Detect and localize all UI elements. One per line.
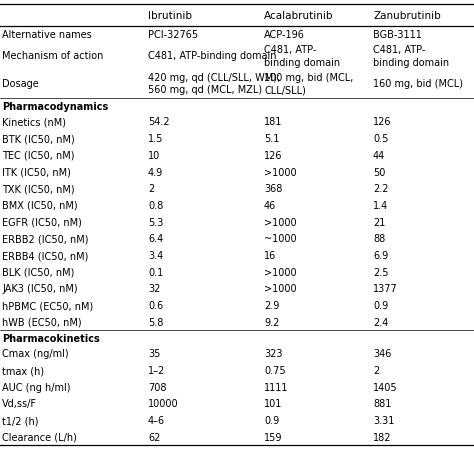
Text: Zanubrutinib: Zanubrutinib: [373, 11, 441, 21]
Text: 5.3: 5.3: [148, 217, 163, 227]
Text: 368: 368: [264, 184, 283, 194]
Text: 100 mg, bid (MCL,
CLL/SLL): 100 mg, bid (MCL, CLL/SLL): [264, 73, 354, 95]
Text: >1000: >1000: [264, 284, 297, 294]
Text: 0.5: 0.5: [373, 134, 388, 144]
Text: ERBB4 (IC50, nM): ERBB4 (IC50, nM): [2, 251, 89, 260]
Text: 88: 88: [373, 234, 385, 244]
Text: 346: 346: [373, 348, 392, 358]
Text: 4.9: 4.9: [148, 167, 163, 177]
Text: 9.2: 9.2: [264, 317, 279, 327]
Text: ACP-196: ACP-196: [264, 30, 305, 40]
Text: 2.2: 2.2: [373, 184, 389, 194]
Text: Acalabrutinib: Acalabrutinib: [264, 11, 334, 21]
Text: 10000: 10000: [148, 398, 179, 409]
Text: 6.4: 6.4: [148, 234, 163, 244]
Text: 101: 101: [264, 398, 283, 409]
Text: 0.6: 0.6: [148, 301, 163, 310]
Text: hPBMC (EC50, nM): hPBMC (EC50, nM): [2, 301, 94, 310]
Text: 54.2: 54.2: [148, 117, 170, 127]
Text: t1/2 (h): t1/2 (h): [2, 415, 39, 425]
Text: hWB (EC50, nM): hWB (EC50, nM): [2, 317, 82, 327]
Text: 1.4: 1.4: [373, 201, 388, 211]
Text: tmax (h): tmax (h): [2, 365, 45, 375]
Text: Pharmacokinetics: Pharmacokinetics: [2, 333, 100, 343]
Text: 1.5: 1.5: [148, 134, 163, 144]
Text: >1000: >1000: [264, 167, 297, 177]
Text: 1–2: 1–2: [148, 365, 165, 375]
Text: AUC (ng h/ml): AUC (ng h/ml): [2, 382, 71, 392]
Text: 0.1: 0.1: [148, 267, 163, 277]
Text: C481, ATP-binding domain: C481, ATP-binding domain: [148, 51, 276, 61]
Text: 2: 2: [373, 365, 379, 375]
Text: TEC (IC50, nM): TEC (IC50, nM): [2, 151, 75, 161]
Text: 4–6: 4–6: [148, 415, 165, 425]
Text: 21: 21: [373, 217, 385, 227]
Text: Kinetics (nM): Kinetics (nM): [2, 117, 66, 127]
Text: 2.4: 2.4: [373, 317, 388, 327]
Text: 16: 16: [264, 251, 276, 260]
Text: 0.9: 0.9: [264, 415, 279, 425]
Text: 126: 126: [264, 151, 283, 161]
Text: 1405: 1405: [373, 382, 398, 392]
Text: 3.4: 3.4: [148, 251, 163, 260]
Text: 420 mg, qd (CLL/SLL, WM);
560 mg, qd (MCL, MZL): 420 mg, qd (CLL/SLL, WM); 560 mg, qd (MC…: [148, 73, 280, 95]
Text: ~1000: ~1000: [264, 234, 297, 244]
Text: Alternative names: Alternative names: [2, 30, 92, 40]
Text: BTK (IC50, nM): BTK (IC50, nM): [2, 134, 75, 144]
Text: 5.8: 5.8: [148, 317, 163, 327]
Text: 5.1: 5.1: [264, 134, 279, 144]
Text: 181: 181: [264, 117, 283, 127]
Text: 2.9: 2.9: [264, 301, 279, 310]
Text: BGB-3111: BGB-3111: [373, 30, 422, 40]
Text: ITK (IC50, nM): ITK (IC50, nM): [2, 167, 71, 177]
Text: PCI-32765: PCI-32765: [148, 30, 198, 40]
Text: >1000: >1000: [264, 267, 297, 277]
Text: C481, ATP-
binding domain: C481, ATP- binding domain: [373, 45, 449, 67]
Text: Dosage: Dosage: [2, 79, 39, 89]
Text: EGFR (IC50, nM): EGFR (IC50, nM): [2, 217, 82, 227]
Text: 10: 10: [148, 151, 160, 161]
Text: 159: 159: [264, 432, 283, 442]
Text: ERBB2 (IC50, nM): ERBB2 (IC50, nM): [2, 234, 89, 244]
Text: Pharmacodynamics: Pharmacodynamics: [2, 101, 109, 112]
Text: BMX (IC50, nM): BMX (IC50, nM): [2, 201, 78, 211]
Text: 35: 35: [148, 348, 160, 358]
Text: >1000: >1000: [264, 217, 297, 227]
Text: Ibrutinib: Ibrutinib: [148, 11, 192, 21]
Text: Vd,ss/F: Vd,ss/F: [2, 398, 37, 409]
Text: 0.9: 0.9: [373, 301, 388, 310]
Text: 6.9: 6.9: [373, 251, 388, 260]
Text: BLK (IC50, nM): BLK (IC50, nM): [2, 267, 75, 277]
Text: Mechanism of action: Mechanism of action: [2, 51, 104, 61]
Text: 44: 44: [373, 151, 385, 161]
Text: 32: 32: [148, 284, 160, 294]
Text: 708: 708: [148, 382, 166, 392]
Text: 2: 2: [148, 184, 154, 194]
Text: 160 mg, bid (MCL): 160 mg, bid (MCL): [373, 79, 463, 89]
Text: 2.5: 2.5: [373, 267, 389, 277]
Text: TXK (IC50, nM): TXK (IC50, nM): [2, 184, 75, 194]
Text: 323: 323: [264, 348, 283, 358]
Text: 46: 46: [264, 201, 276, 211]
Text: 881: 881: [373, 398, 392, 409]
Text: 0.8: 0.8: [148, 201, 163, 211]
Text: Clearance (L/h): Clearance (L/h): [2, 432, 77, 442]
Text: 182: 182: [373, 432, 392, 442]
Text: JAK3 (IC50, nM): JAK3 (IC50, nM): [2, 284, 78, 294]
Text: C481, ATP-
binding domain: C481, ATP- binding domain: [264, 45, 340, 67]
Text: Cmax (ng/ml): Cmax (ng/ml): [2, 348, 69, 358]
Text: 126: 126: [373, 117, 392, 127]
Text: 50: 50: [373, 167, 385, 177]
Text: 62: 62: [148, 432, 160, 442]
Text: 0.75: 0.75: [264, 365, 286, 375]
Text: 3.31: 3.31: [373, 415, 394, 425]
Text: 1377: 1377: [373, 284, 398, 294]
Text: 1111: 1111: [264, 382, 289, 392]
